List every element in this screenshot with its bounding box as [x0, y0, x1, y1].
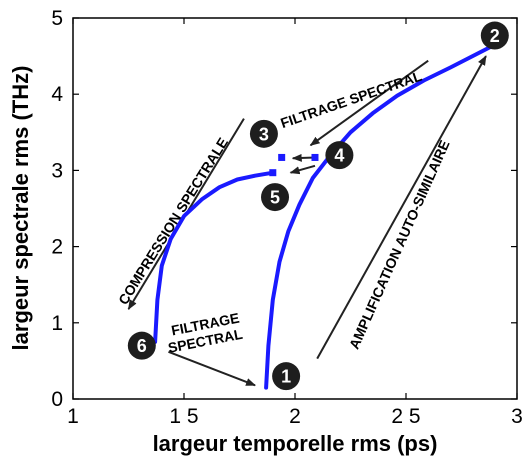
y-tick-label: 4	[51, 83, 63, 106]
y-tick-label: 2	[51, 236, 63, 259]
point-group	[269, 153, 319, 177]
step-marker-circle	[249, 119, 278, 148]
y-tick-label: 5	[51, 7, 63, 30]
arrow	[316, 55, 487, 360]
x-tick-label: 1 5	[169, 405, 198, 428]
y-tick-label: 0	[51, 388, 63, 411]
y-tick-label: 1	[51, 312, 63, 335]
y-axis-title: largeur spectrale rms (THz)	[8, 66, 33, 351]
x-tick-label: 2	[289, 405, 301, 428]
step-marker-circle	[127, 331, 156, 360]
data-point	[278, 153, 286, 161]
step-marker-circle	[261, 183, 290, 212]
step-marker-label: 5	[270, 188, 280, 208]
x-tick-label: 2 5	[391, 405, 420, 428]
y-tick-label: 3	[51, 159, 63, 182]
tick-group	[72, 17, 518, 400]
arrow	[168, 350, 256, 387]
arrow	[289, 164, 316, 175]
step-marker-label: 2	[490, 26, 500, 46]
marker-group: 1 2 3 4 5 6	[127, 21, 509, 391]
step-marker-label: 4	[334, 146, 344, 166]
x-tick-label: 1	[67, 405, 79, 428]
x-tick-label: 3	[511, 405, 522, 428]
step-marker-label: 6	[137, 336, 147, 356]
step-marker-circle	[480, 21, 509, 50]
arrow	[291, 153, 316, 162]
arrow	[309, 59, 429, 147]
step-marker-circle	[272, 362, 301, 391]
series-line	[153, 170, 275, 344]
step-marker-label: 1	[281, 367, 291, 387]
x-axis-title: largeur temporelle rms (ps)	[153, 431, 438, 456]
data-point	[311, 153, 319, 161]
step-marker-circle	[325, 141, 354, 170]
data-point	[269, 169, 277, 177]
step-marker-label: 3	[259, 124, 269, 144]
